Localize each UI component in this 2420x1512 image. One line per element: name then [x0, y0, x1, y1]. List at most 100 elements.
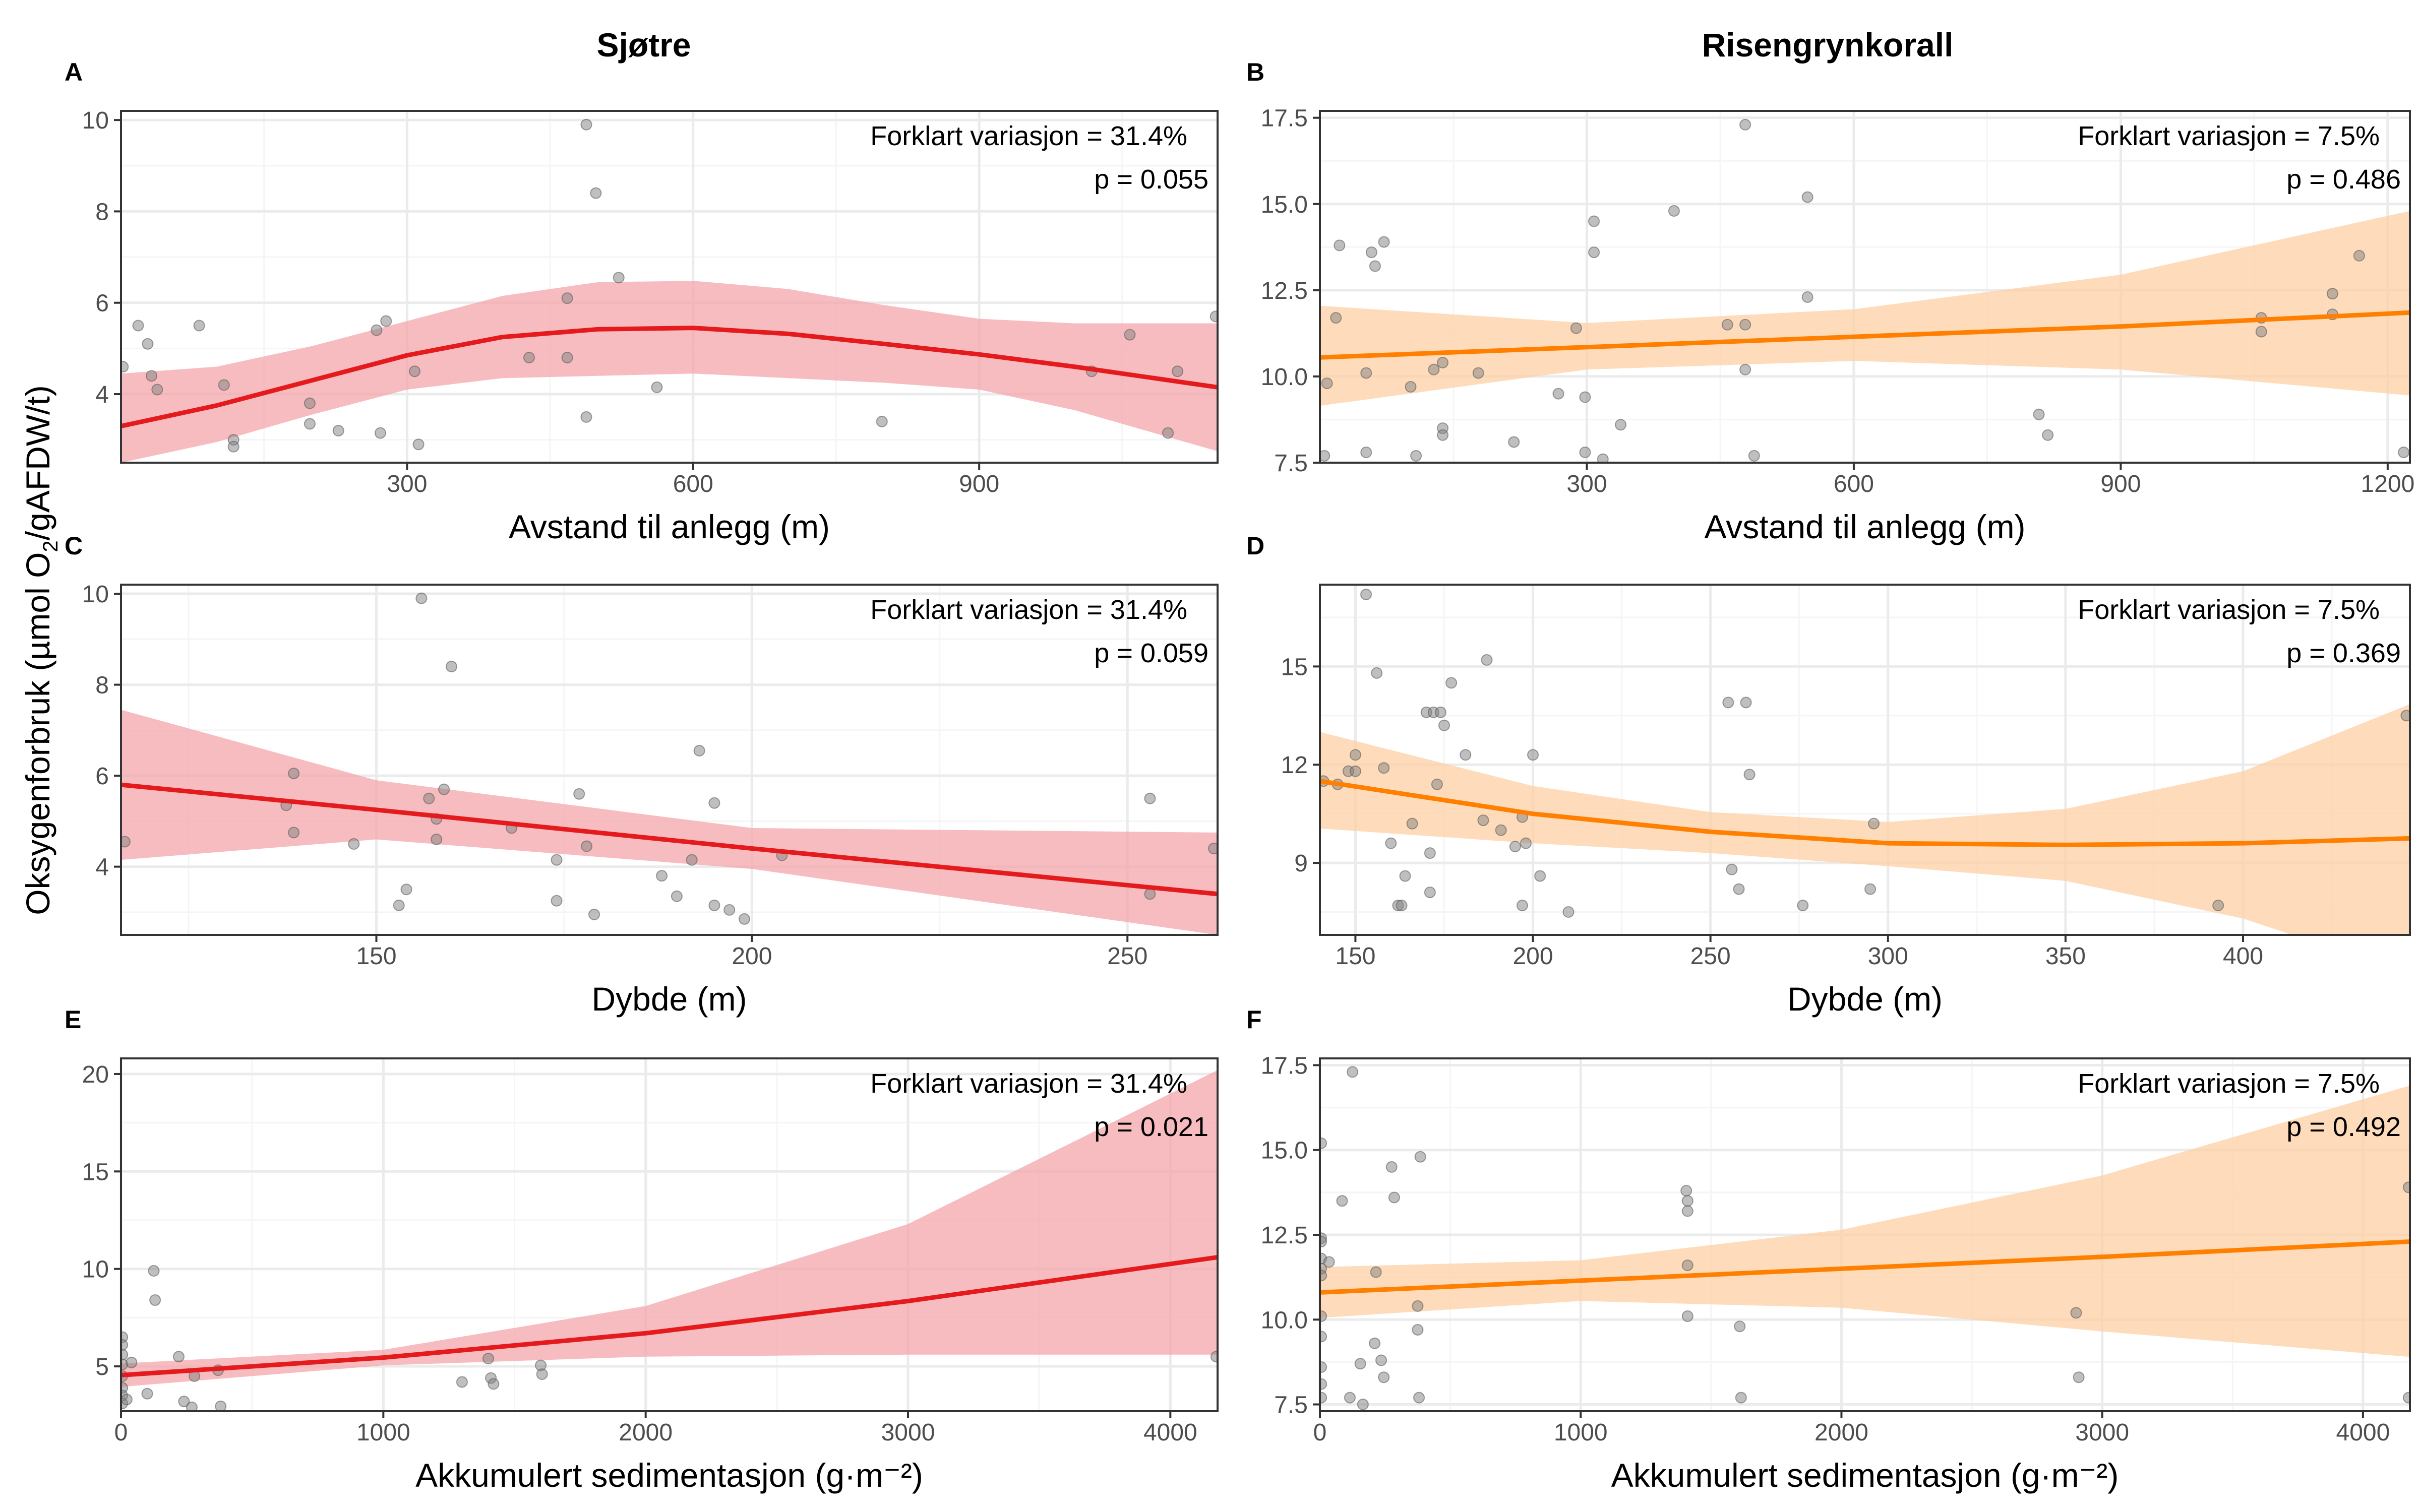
- x-tick-label: 600: [673, 471, 713, 497]
- x-axis-title: Dybde (m): [591, 980, 747, 1018]
- data-point: [1354, 1358, 1366, 1370]
- panel-c: 150 200 250 4 6 8 10 Dybde (m) C Forklart variasj…: [65, 532, 1219, 1018]
- data-point: [121, 361, 129, 373]
- data-point: [581, 840, 593, 852]
- data-point: [304, 418, 316, 430]
- data-point: [651, 381, 663, 393]
- panel-letter: D: [1246, 532, 1264, 560]
- data-point: [1748, 450, 1760, 462]
- x-tick-label: 1200: [2361, 471, 2414, 497]
- y-tick-label: 5: [95, 1354, 109, 1380]
- data-point: [1414, 1151, 1426, 1163]
- data-point: [438, 783, 450, 795]
- data-point: [146, 370, 158, 382]
- data-point: [1579, 446, 1591, 458]
- data-point: [2042, 429, 2054, 441]
- panel-f-plot-area: [1320, 1066, 2410, 1411]
- column-title-left: Sjøtre: [596, 26, 691, 64]
- data-point: [1739, 118, 1751, 131]
- data-point: [1369, 260, 1381, 272]
- p-value-label: p = 0.021: [1094, 1112, 1208, 1142]
- data-point: [2073, 1371, 2085, 1383]
- y-tick-label: 17.5: [1261, 105, 1308, 132]
- data-point: [1460, 749, 1472, 761]
- explained-variance-label: Forklart variasjon = 31.4%: [870, 121, 1187, 151]
- data-point: [1321, 377, 1333, 390]
- data-point: [1481, 654, 1493, 666]
- data-point: [590, 187, 602, 199]
- data-point: [1323, 1256, 1335, 1268]
- data-point: [693, 744, 705, 757]
- y-tick-label: 10: [82, 581, 109, 608]
- p-value-label: p = 0.059: [1094, 638, 1208, 668]
- y-tick-label: 10.0: [1261, 364, 1308, 391]
- data-point: [488, 1378, 500, 1390]
- data-point: [1588, 215, 1600, 227]
- explained-variance-label: Forklart variasjon = 7.5%: [2078, 1068, 2380, 1099]
- x-tick-label: 0: [114, 1419, 128, 1446]
- data-point: [1320, 1331, 1327, 1343]
- data-point: [686, 854, 698, 866]
- data-point: [1743, 769, 1756, 781]
- data-point: [348, 838, 360, 850]
- data-point: [1438, 719, 1450, 731]
- data-point: [380, 315, 392, 327]
- data-point: [2255, 326, 2267, 338]
- data-point: [149, 1294, 161, 1306]
- y-tick-label: 7.5: [1274, 450, 1308, 477]
- data-point: [1868, 817, 1880, 830]
- data-point: [523, 352, 535, 364]
- panel-a: 300 600 900 4 6 8 10 Avstand til anlegg (m) A For…: [65, 58, 1219, 545]
- data-point: [409, 365, 421, 377]
- data-point: [1434, 706, 1446, 718]
- x-tick-label: 150: [356, 943, 396, 970]
- data-point: [1365, 246, 1377, 259]
- data-point: [172, 1351, 185, 1363]
- y-tick-label: 12.5: [1261, 278, 1308, 304]
- data-point: [371, 324, 383, 336]
- x-tick-label: 250: [1690, 943, 1731, 970]
- data-point: [561, 292, 573, 304]
- y-axis-title: Oksygenforbruk (µmol O2/gAFDW/t): [19, 385, 62, 915]
- data-point: [561, 352, 573, 364]
- x-tick-label: 150: [1335, 943, 1375, 970]
- data-point: [431, 833, 443, 845]
- fit-line: [121, 1255, 1218, 1377]
- panel-letter: C: [65, 532, 83, 560]
- x-tick-label: 350: [2045, 943, 2086, 970]
- data-point: [1144, 792, 1156, 804]
- x-tick-label: 200: [1512, 943, 1553, 970]
- data-point: [1412, 1324, 1424, 1336]
- explained-variance-label: Forklart variasjon = 31.4%: [870, 1068, 1187, 1099]
- data-point: [2398, 446, 2410, 458]
- data-point: [1410, 450, 1422, 462]
- panel-e: 0 1000 2000 3000 4000 5 10 15 20 Akkumulert sedim…: [65, 1005, 1219, 1494]
- data-point: [2212, 900, 2224, 912]
- data-point: [2070, 1307, 2082, 1319]
- data-point: [1797, 900, 1809, 912]
- data-point: [2400, 710, 2410, 722]
- data-point: [1739, 363, 1751, 375]
- data-point: [415, 592, 428, 604]
- data-point: [178, 1396, 190, 1408]
- panel-e-border: [120, 1057, 1219, 1412]
- y-tick-label: 15: [82, 1159, 109, 1185]
- data-point: [708, 797, 720, 809]
- data-point: [1320, 1392, 1327, 1404]
- panel-f: 0 1000 2000 3000 4000 7.5 10.0 12.5 15.0 17.5 Akku…: [1246, 1005, 2411, 1494]
- fit-line: [1320, 1239, 2410, 1295]
- confidence-band: [121, 281, 1218, 463]
- x-tick-label: 4000: [2336, 1419, 2390, 1446]
- y-tick-label: 7.5: [1274, 1392, 1308, 1419]
- explained-variance-label: Forklart variasjon = 7.5%: [2078, 121, 2380, 151]
- data-point: [1172, 365, 1184, 377]
- x-tick-label: 250: [1107, 943, 1147, 970]
- data-point: [1320, 1235, 1327, 1247]
- data-point: [193, 320, 205, 332]
- panel-b-plot-area: [1320, 118, 2410, 463]
- data-point: [423, 792, 435, 804]
- x-tick-label: 400: [2223, 943, 2263, 970]
- x-tick-label: 900: [2100, 471, 2141, 497]
- p-value-label: p = 0.492: [2286, 1112, 2401, 1142]
- data-point: [1320, 1378, 1327, 1390]
